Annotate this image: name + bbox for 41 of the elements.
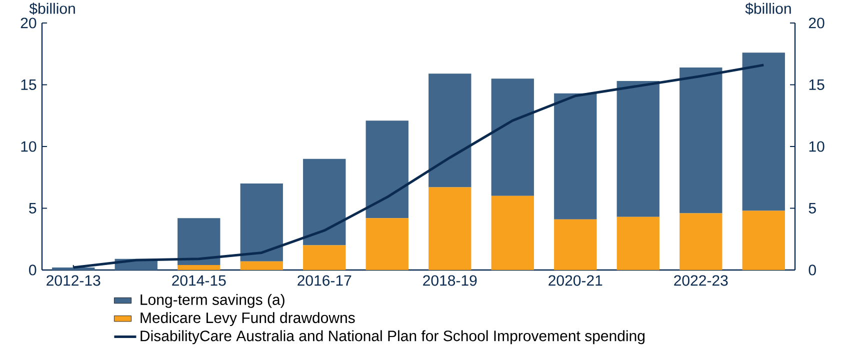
y2-axis-title: $billion — [745, 2, 791, 15]
x-tick-label: 2016-17 — [298, 275, 352, 286]
y2-tick-label: 5 — [808, 203, 816, 214]
y-tick-label: 15 — [21, 80, 36, 90]
bar — [366, 120, 408, 218]
y-tick-label: 5 — [29, 203, 36, 214]
y2-tick-label: 15 — [809, 80, 824, 90]
bar — [680, 213, 722, 270]
legend-label: Medicare Levy Fund drawdowns — [140, 312, 355, 326]
legend-label: DisabilityCare Australia and National Plan for School Improvement spending — [140, 330, 644, 344]
bar — [428, 187, 472, 270]
y2-tick-label: 20 — [808, 18, 824, 28]
bar — [554, 93, 597, 220]
bar — [240, 184, 283, 262]
y-tick-label: 20 — [20, 18, 36, 28]
x-tick-label: 2012-13 — [46, 275, 100, 286]
bar — [554, 219, 597, 270]
legend-label: Long-term savings (a) — [140, 294, 284, 308]
bar — [680, 67, 722, 214]
bar — [616, 81, 660, 217]
bar — [491, 78, 534, 196]
y-axis-title: $billion — [29, 2, 75, 15]
x-tick-label: 2022-23 — [674, 275, 728, 286]
y2-tick-label: 10 — [809, 141, 824, 152]
bar — [178, 218, 220, 266]
x-tick-label: 2020-21 — [548, 275, 602, 286]
bar — [240, 261, 283, 270]
x-tick-label: 2014-15 — [172, 275, 226, 286]
bar — [366, 218, 408, 270]
x-tick-label: 2018-19 — [423, 275, 477, 286]
bar — [428, 74, 472, 188]
bar — [742, 52, 785, 211]
bar — [491, 196, 534, 270]
y-tick-label: 0 — [29, 264, 36, 276]
y2-tick-label: 0 — [808, 264, 816, 276]
bar — [178, 265, 220, 270]
bar — [742, 210, 785, 270]
bar — [616, 216, 660, 270]
y-tick-label: 10 — [21, 141, 36, 152]
bar — [303, 245, 346, 270]
bar — [303, 158, 346, 246]
